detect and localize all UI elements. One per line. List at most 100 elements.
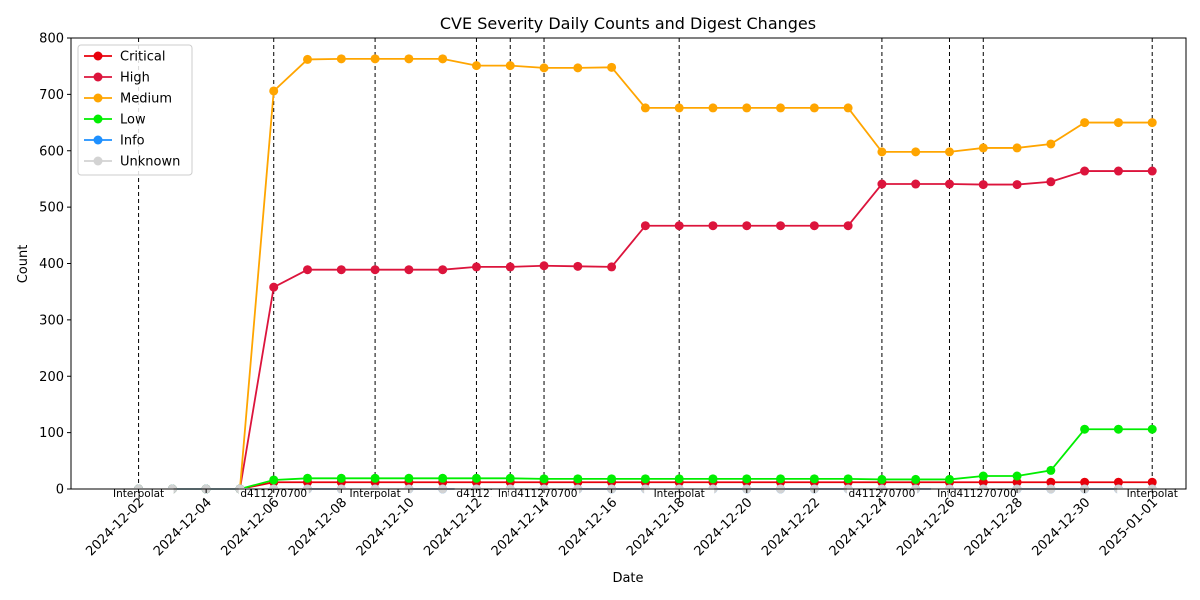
legend-marker	[93, 51, 103, 61]
data-point-medium	[539, 63, 549, 73]
legend-marker	[93, 135, 103, 145]
data-point-medium	[674, 103, 684, 113]
data-point-high	[1113, 166, 1123, 176]
y-tick-label: 400	[39, 257, 64, 272]
data-point-high	[1046, 177, 1056, 187]
digest-change-label-bg	[103, 488, 174, 500]
data-point-medium	[471, 61, 481, 71]
data-point-high	[505, 262, 515, 272]
digest-change-label-bg	[846, 488, 917, 500]
data-point-high	[708, 221, 718, 231]
digest-change-label-group: d411270700	[948, 488, 1019, 500]
data-point-medium	[911, 147, 921, 157]
data-point-low	[303, 473, 313, 483]
data-point-medium	[573, 63, 583, 73]
digest-change-label-group: d411270700	[509, 488, 580, 500]
data-point-high	[674, 221, 684, 231]
data-point-low	[539, 474, 549, 484]
y-tick-label: 800	[39, 32, 64, 47]
data-point-low	[607, 474, 617, 484]
data-point-low	[742, 474, 752, 484]
data-point-medium	[978, 143, 988, 153]
digest-change-label-group: d411270700	[238, 488, 309, 500]
x-axis-label: Date	[612, 571, 643, 586]
data-point-medium	[505, 61, 515, 71]
data-point-low	[674, 474, 684, 484]
data-point-medium	[607, 62, 617, 72]
data-point-low	[573, 474, 583, 484]
data-point-high	[978, 180, 988, 190]
digest-change-label: Interpolat	[113, 488, 164, 500]
data-point-high	[809, 221, 819, 231]
digest-change-label-group: Interpolat	[103, 488, 174, 500]
y-axis-label: Count	[16, 245, 31, 284]
y-tick-label: 200	[39, 370, 64, 385]
data-point-medium	[269, 86, 279, 96]
data-point-high	[539, 261, 549, 271]
data-point-medium	[303, 54, 313, 64]
y-tick-label: 300	[39, 313, 64, 328]
digest-change-label: Interpolat	[349, 488, 400, 500]
data-point-high	[911, 179, 921, 189]
digest-change-labels: Interpolat d411270700 Interpolat d41127 Inte…	[103, 488, 1188, 500]
data-point-high	[269, 282, 279, 292]
data-point-medium	[1046, 139, 1056, 149]
digest-change-label-group: d41127	[454, 488, 499, 500]
digest-change-label-bg	[948, 488, 1019, 500]
data-point-medium	[640, 103, 650, 113]
data-point-low	[944, 474, 954, 484]
data-point-high	[336, 265, 346, 275]
data-point-medium	[809, 103, 819, 113]
data-point-high	[471, 262, 481, 272]
digest-change-label: d411270700	[511, 488, 578, 500]
data-point-high	[573, 261, 583, 271]
legend-label: Unknown	[120, 155, 180, 170]
data-point-high	[370, 265, 380, 275]
chart-title: CVE Severity Daily Counts and Digest Cha…	[440, 14, 816, 33]
data-point-critical	[1012, 477, 1022, 487]
data-point-critical	[1046, 477, 1056, 487]
legend-label: Medium	[120, 92, 172, 107]
data-point-medium	[843, 103, 853, 113]
data-point-medium	[1147, 118, 1157, 128]
series-group	[134, 54, 1157, 494]
digest-change-label-bg	[1117, 488, 1188, 500]
data-point-low	[336, 473, 346, 483]
digest-change-label-group: Interpolat	[340, 488, 411, 500]
legend-item-low: Low	[84, 113, 146, 128]
data-point-critical	[1113, 477, 1123, 487]
legend-label: High	[120, 71, 150, 86]
digest-change-label-group: Interpolat	[644, 488, 715, 500]
legend-item-high: High	[84, 71, 150, 86]
data-point-high	[303, 265, 313, 275]
digest-change-label: d411270700	[240, 488, 307, 500]
legend-item-unknown: Unknown	[84, 155, 180, 170]
data-point-medium	[1113, 118, 1123, 128]
legend-marker	[93, 114, 103, 124]
data-point-low	[404, 473, 414, 483]
data-point-critical	[978, 477, 988, 487]
y-tick-label: 700	[39, 88, 64, 103]
data-point-low	[505, 473, 515, 483]
data-point-low	[1012, 471, 1022, 481]
digest-change-label: d411270700	[849, 488, 916, 500]
data-point-low	[978, 471, 988, 481]
digest-change-label-group: d411270700	[846, 488, 917, 500]
legend: Critical High Medium Low Info Unknown	[77, 44, 193, 176]
data-point-high	[1080, 166, 1090, 176]
series-high	[134, 166, 1157, 494]
data-point-medium	[404, 54, 414, 64]
digest-change-label: d411270700	[950, 488, 1017, 500]
digest-change-label-bg	[238, 488, 309, 500]
legend-marker	[93, 93, 103, 103]
legend-item-info: Info	[84, 134, 145, 149]
data-point-low	[843, 474, 853, 484]
data-point-low	[911, 474, 921, 484]
data-point-high	[742, 221, 752, 231]
data-point-high	[438, 265, 448, 275]
digest-change-label-bg	[644, 488, 715, 500]
digest-change-label: Interpolat	[654, 488, 705, 500]
y-tick-label: 600	[39, 144, 64, 159]
y-tick-label: 0	[56, 483, 64, 498]
